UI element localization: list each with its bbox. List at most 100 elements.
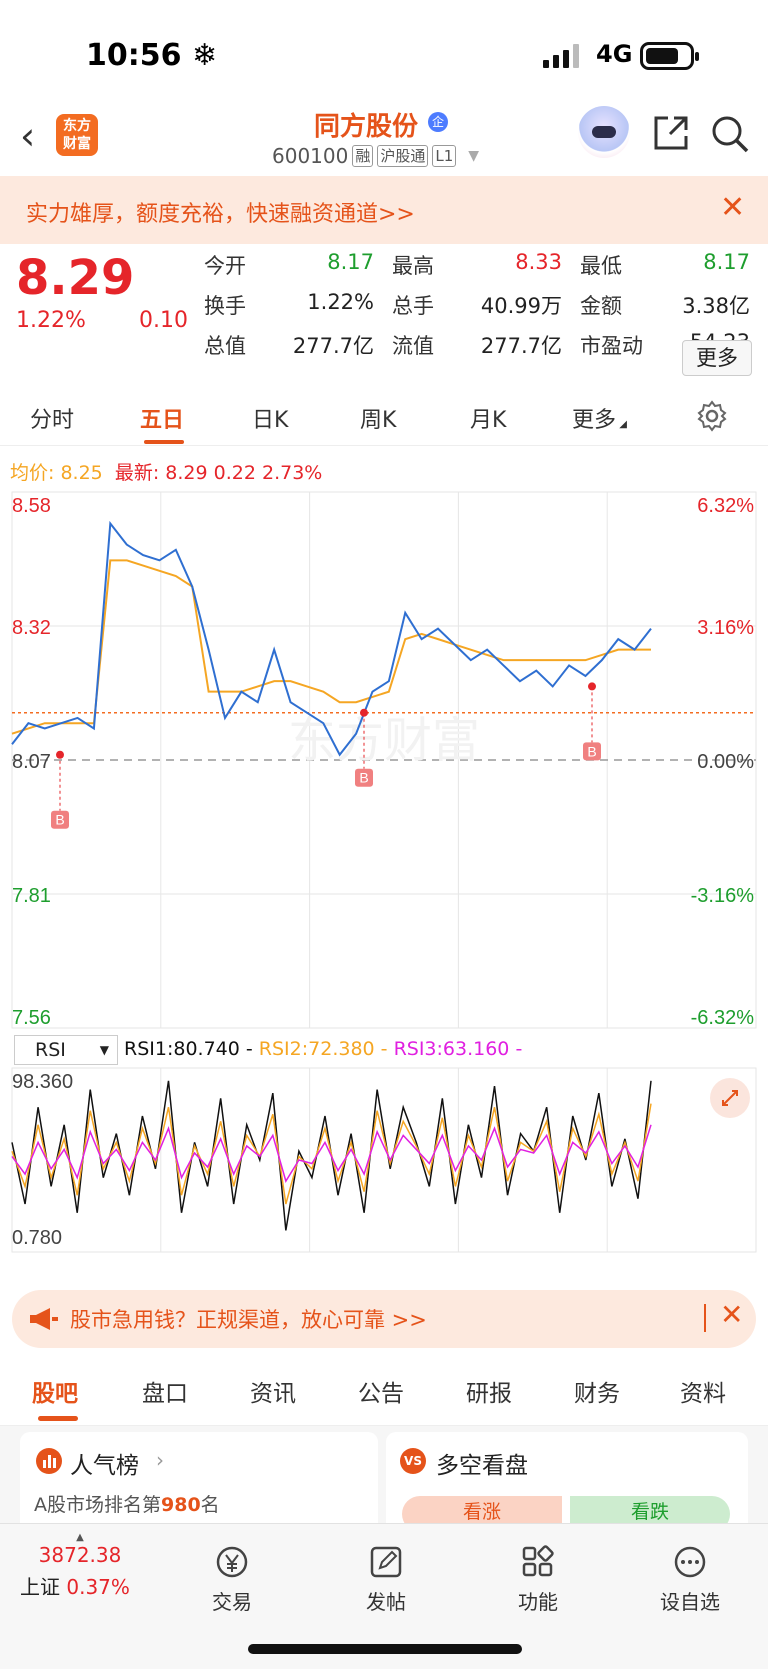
- chevron-right-icon: ›: [156, 1448, 164, 1472]
- quote-label-0: 今开: [204, 254, 246, 278]
- quote-value-0: 8.17: [327, 250, 374, 274]
- y-axis-right-label: 3.16%: [697, 617, 754, 639]
- stock-code: 600100: [272, 144, 349, 168]
- stock-code-line[interactable]: 600100 融 沪股通 L1 ▼: [272, 144, 479, 168]
- rsi3-value: RSI3:63.160 -: [393, 1038, 523, 1060]
- avg-price-series: [11, 559, 651, 735]
- marker-dot: [56, 750, 64, 759]
- subtab-forum[interactable]: 股吧: [32, 1381, 78, 1407]
- status-time: 10:56 ❄: [86, 38, 218, 73]
- latest-change: 0.22: [213, 462, 256, 484]
- notice-text[interactable]: 股市急用钱？正规渠道，放心可靠 >>: [70, 1308, 427, 1332]
- nav-functions[interactable]: 功能: [488, 1544, 588, 1615]
- index-widget[interactable]: ▲ 3872.38 上证 0.37%: [20, 1532, 140, 1600]
- robot-avatar-icon[interactable]: [578, 106, 630, 158]
- marker-dot: [360, 708, 368, 717]
- trade-yen-icon: [216, 1546, 248, 1578]
- quote-label-2: 最低: [580, 254, 622, 278]
- rsi-min-label: 0.780: [12, 1227, 62, 1249]
- rsi2-series: [11, 1103, 652, 1205]
- back-chevron-icon[interactable]: ‹: [20, 114, 36, 158]
- y-axis-left-label: 7.81: [12, 885, 51, 907]
- snowflake-icon: ❄: [181, 38, 218, 73]
- close-icon[interactable]: ✕: [720, 1298, 744, 1331]
- nav-trade[interactable]: 交易: [182, 1544, 282, 1615]
- gear-icon[interactable]: [696, 400, 728, 432]
- quote-value-7: 277.7亿: [480, 334, 562, 358]
- tab-weekly-k[interactable]: 周K: [360, 408, 397, 433]
- sub-tabs: 股吧 盘口 资讯 公告 研报 财务 资料: [0, 1364, 768, 1426]
- rsi-values: RSI1:80.740 - RSI2:72.380 - RSI3:63.160 …: [124, 1038, 522, 1060]
- y-axis-left-label: 7.56: [12, 1007, 51, 1029]
- y-axis-left-label: 8.32: [12, 617, 51, 639]
- quote-value-5: 3.38亿: [682, 294, 750, 318]
- rank-text: A股市场排名第980名: [34, 1494, 220, 1516]
- notice-separator: [704, 1304, 706, 1332]
- quote-value-4: 40.99万: [480, 294, 562, 318]
- stock-name[interactable]: 同方股份: [314, 112, 419, 142]
- subtab-profile[interactable]: 资料: [680, 1381, 726, 1407]
- marker-label: B: [359, 770, 368, 786]
- current-price: 8.29: [16, 250, 135, 306]
- quote-label-6: 总值: [204, 334, 246, 358]
- chart-tabs: 分时 五日 日K 周K 月K 更多 ◢: [0, 384, 768, 446]
- tag-margin: 融: [352, 145, 374, 167]
- enterprise-badge: 企: [428, 112, 448, 132]
- subtab-finance[interactable]: 财务: [574, 1381, 620, 1407]
- quote-panel: 8.29 1.22% 0.10 今开 8.17 最高 8.33 最低 8.17 换手 1.22…: [0, 244, 768, 378]
- more-button[interactable]: 更多: [682, 340, 752, 376]
- rsi-frame: [11, 1067, 757, 1253]
- promo-banner[interactable]: 实力雄厚，额度充裕，快速融资通道>> ✕: [0, 176, 768, 244]
- tab-daily-k[interactable]: 日K: [252, 408, 289, 433]
- nav-post[interactable]: 发帖: [336, 1544, 436, 1615]
- quote-label-3: 换手: [204, 294, 246, 318]
- subtab-research[interactable]: 研报: [466, 1381, 512, 1407]
- tab-five-day[interactable]: 五日: [140, 408, 185, 433]
- rsi-max-label: 98.360: [12, 1071, 73, 1093]
- cards-area: 人气榜 › A股市场排名第980名 VS 多空看盘 看涨 看跌: [0, 1426, 768, 1532]
- nav-post-label: 发帖: [366, 1590, 406, 1614]
- five-day-chart[interactable]: 东方财富 B B B 8.58 6.32% 8.32 3.16% 8.07 0.00% 7.81 -3…: [0, 488, 768, 1258]
- status-bar: 10:56 ❄ 4G: [0, 0, 768, 110]
- dropdown-triangle-icon[interactable]: ▼: [468, 148, 480, 164]
- tab-monthly-k[interactable]: 月K: [470, 408, 507, 433]
- promo-text[interactable]: 实力雄厚，额度充裕，快速融资通道>>: [26, 202, 415, 227]
- tag-level: L1: [432, 145, 457, 167]
- tag-connect: 沪股通: [377, 145, 429, 167]
- index-value: 3872.38: [38, 1543, 122, 1567]
- active-tab-indicator: [144, 440, 184, 444]
- change-percent: 1.22%: [16, 308, 86, 333]
- subtab-news[interactable]: 资讯: [250, 1381, 296, 1407]
- watermark: 东方财富: [288, 715, 480, 768]
- avg-price-line: 均价: 8.25 最新: 8.29 0.22 2.73%: [10, 458, 322, 485]
- tab-more[interactable]: 更多 ◢: [572, 408, 627, 433]
- nav-add-favorite-label: 设自选: [660, 1590, 720, 1614]
- tab-intraday[interactable]: 分时: [30, 408, 75, 433]
- quote-label-5: 金额: [580, 294, 622, 318]
- app-logo: 东方 财富: [56, 114, 98, 156]
- rsi-selector[interactable]: RSI ▼: [14, 1035, 118, 1065]
- y-axis-right-label: -6.32%: [691, 1007, 755, 1029]
- caret-up-icon: ▲: [76, 1532, 84, 1543]
- share-icon[interactable]: [652, 114, 690, 152]
- subtab-orderbook[interactable]: 盘口: [142, 1381, 188, 1407]
- y-axis-left-label: 8.07: [12, 751, 51, 773]
- subtab-announcements[interactable]: 公告: [358, 1381, 404, 1407]
- nav-add-favorite[interactable]: 设自选: [640, 1544, 740, 1615]
- signal-icon: [543, 44, 579, 68]
- bar-chart-icon: [36, 1448, 62, 1474]
- marker-badge: [51, 810, 69, 829]
- popularity-card[interactable]: 人气榜 › A股市场排名第980名: [20, 1432, 378, 1532]
- nav-trade-label: 交易: [212, 1590, 252, 1614]
- rank-value: 980: [161, 1494, 201, 1516]
- notice-banner[interactable]: 股市急用钱？正规渠道，放心可靠 >> ✕: [12, 1290, 756, 1348]
- close-icon[interactable]: ✕: [720, 190, 746, 225]
- marker-dot: [588, 682, 596, 691]
- avg-value: 8.25: [60, 462, 103, 484]
- avg-label: 均价:: [10, 462, 55, 484]
- sentiment-card[interactable]: VS 多空看盘 看涨 看跌: [386, 1432, 748, 1532]
- active-subtab-indicator: [38, 1416, 78, 1421]
- search-icon[interactable]: [710, 114, 750, 154]
- expand-icon[interactable]: [710, 1078, 750, 1118]
- y-axis-right-label: 0.00%: [697, 751, 754, 773]
